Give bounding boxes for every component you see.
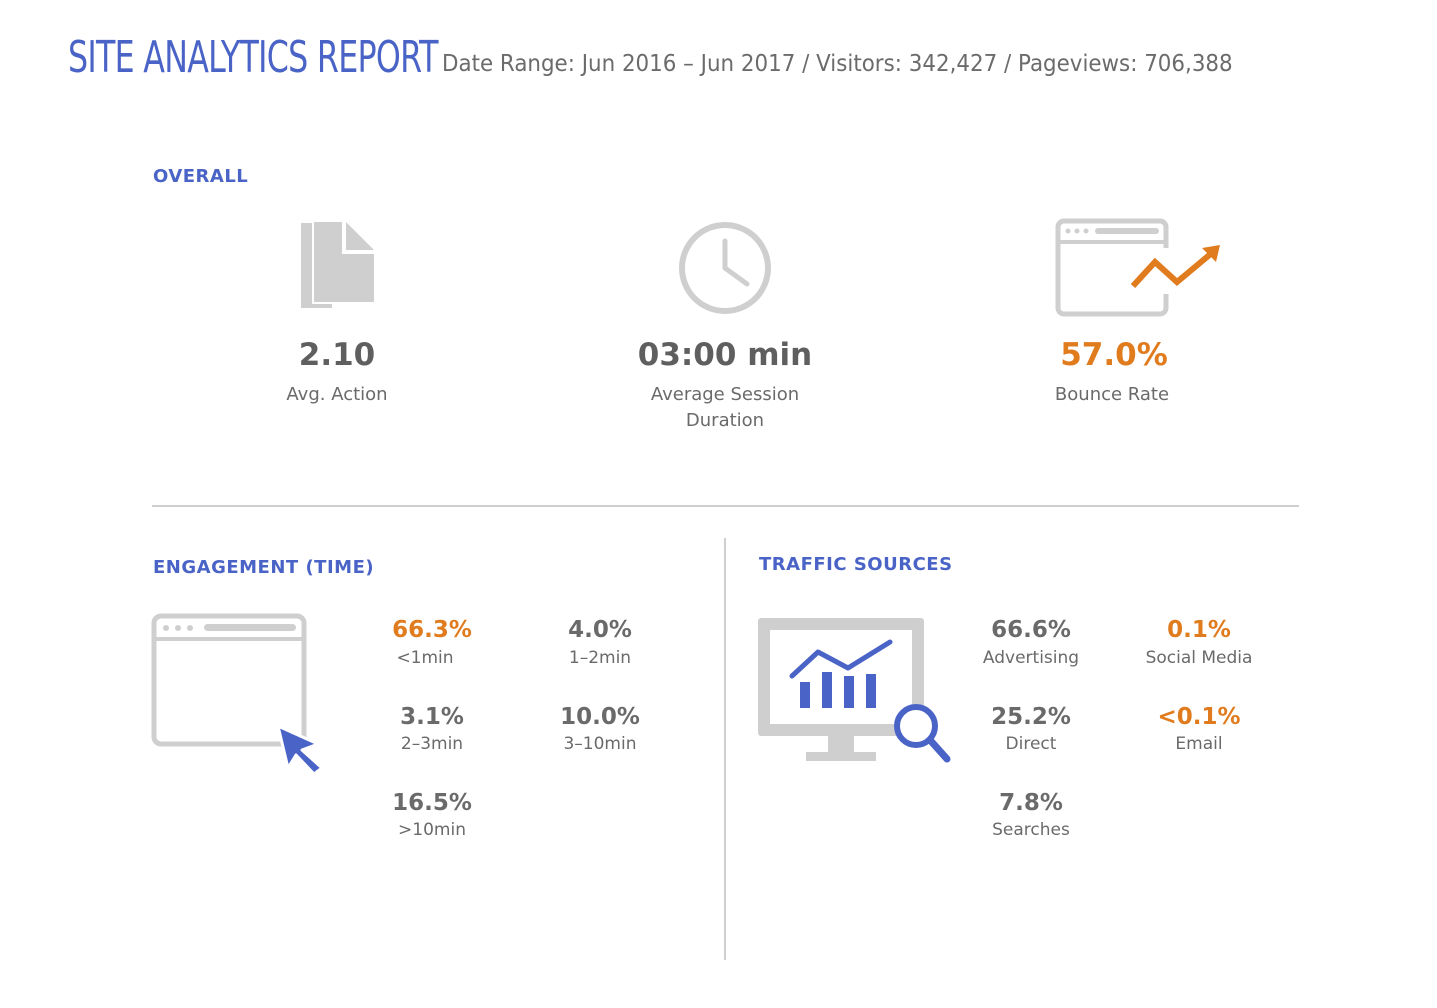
report-subtitle: Date Range: Jun 2016 – Jun 2017 / Visito… (442, 51, 1233, 77)
avg-action-label: Avg. Action (286, 384, 388, 405)
session-duration-label-line1: Average Session (650, 384, 800, 405)
bounce-rate-label: Bounce Rate (1054, 384, 1170, 405)
session-duration-label: Average Session Duration (595, 382, 855, 434)
report-title: SITE ANALYTICS REPORT (68, 32, 438, 83)
traffic-stat-label: Social Media (1145, 648, 1253, 668)
browser-trend-icon (1055, 218, 1220, 317)
avg-action-value: 2.10 (298, 337, 376, 373)
monitor-chart-search-icon (758, 618, 951, 763)
traffic-stat-value: 25.2% (991, 704, 1071, 730)
session-duration-value: 03:00 min (637, 337, 813, 373)
engagement-stat-label: <1min (396, 648, 454, 668)
browser-cursor-icon (151, 613, 324, 774)
traffic-stat-label: Searches (992, 820, 1070, 840)
overall-heading: OVERALL (153, 166, 249, 187)
traffic-stat-label: Email (1175, 734, 1223, 754)
traffic-heading: TRAFFIC SOURCES (759, 554, 953, 575)
traffic-stat-value: <0.1% (1157, 704, 1241, 730)
clock-icon (679, 222, 771, 314)
engagement-stat-label: >10min (398, 820, 466, 840)
traffic-stat-label: Direct (1005, 734, 1057, 754)
engagement-stat-value: 3.1% (400, 704, 464, 730)
engagement-stat-label: 3–10min (563, 734, 637, 754)
engagement-stat-value: 4.0% (568, 617, 632, 643)
engagement-stat-value: 66.3% (392, 617, 472, 643)
traffic-stat-value: 7.8% (999, 790, 1063, 816)
engagement-stat-label: 2–3min (400, 734, 464, 754)
section-divider-vertical (724, 538, 726, 960)
traffic-stat-label: Advertising (982, 648, 1080, 668)
engagement-stat-value: 10.0% (560, 704, 640, 730)
traffic-stat-value: 66.6% (991, 617, 1071, 643)
engagement-stat-label: 1–2min (568, 648, 632, 668)
traffic-stat-value: 0.1% (1167, 617, 1231, 643)
engagement-stat-value: 16.5% (392, 790, 472, 816)
engagement-heading: ENGAGEMENT (TIME) (153, 557, 375, 578)
bounce-rate-value: 57.0% (1060, 337, 1168, 373)
section-divider-horizontal (152, 505, 1299, 507)
session-duration-label-line2: Duration (685, 410, 765, 431)
document-icon (301, 220, 376, 308)
